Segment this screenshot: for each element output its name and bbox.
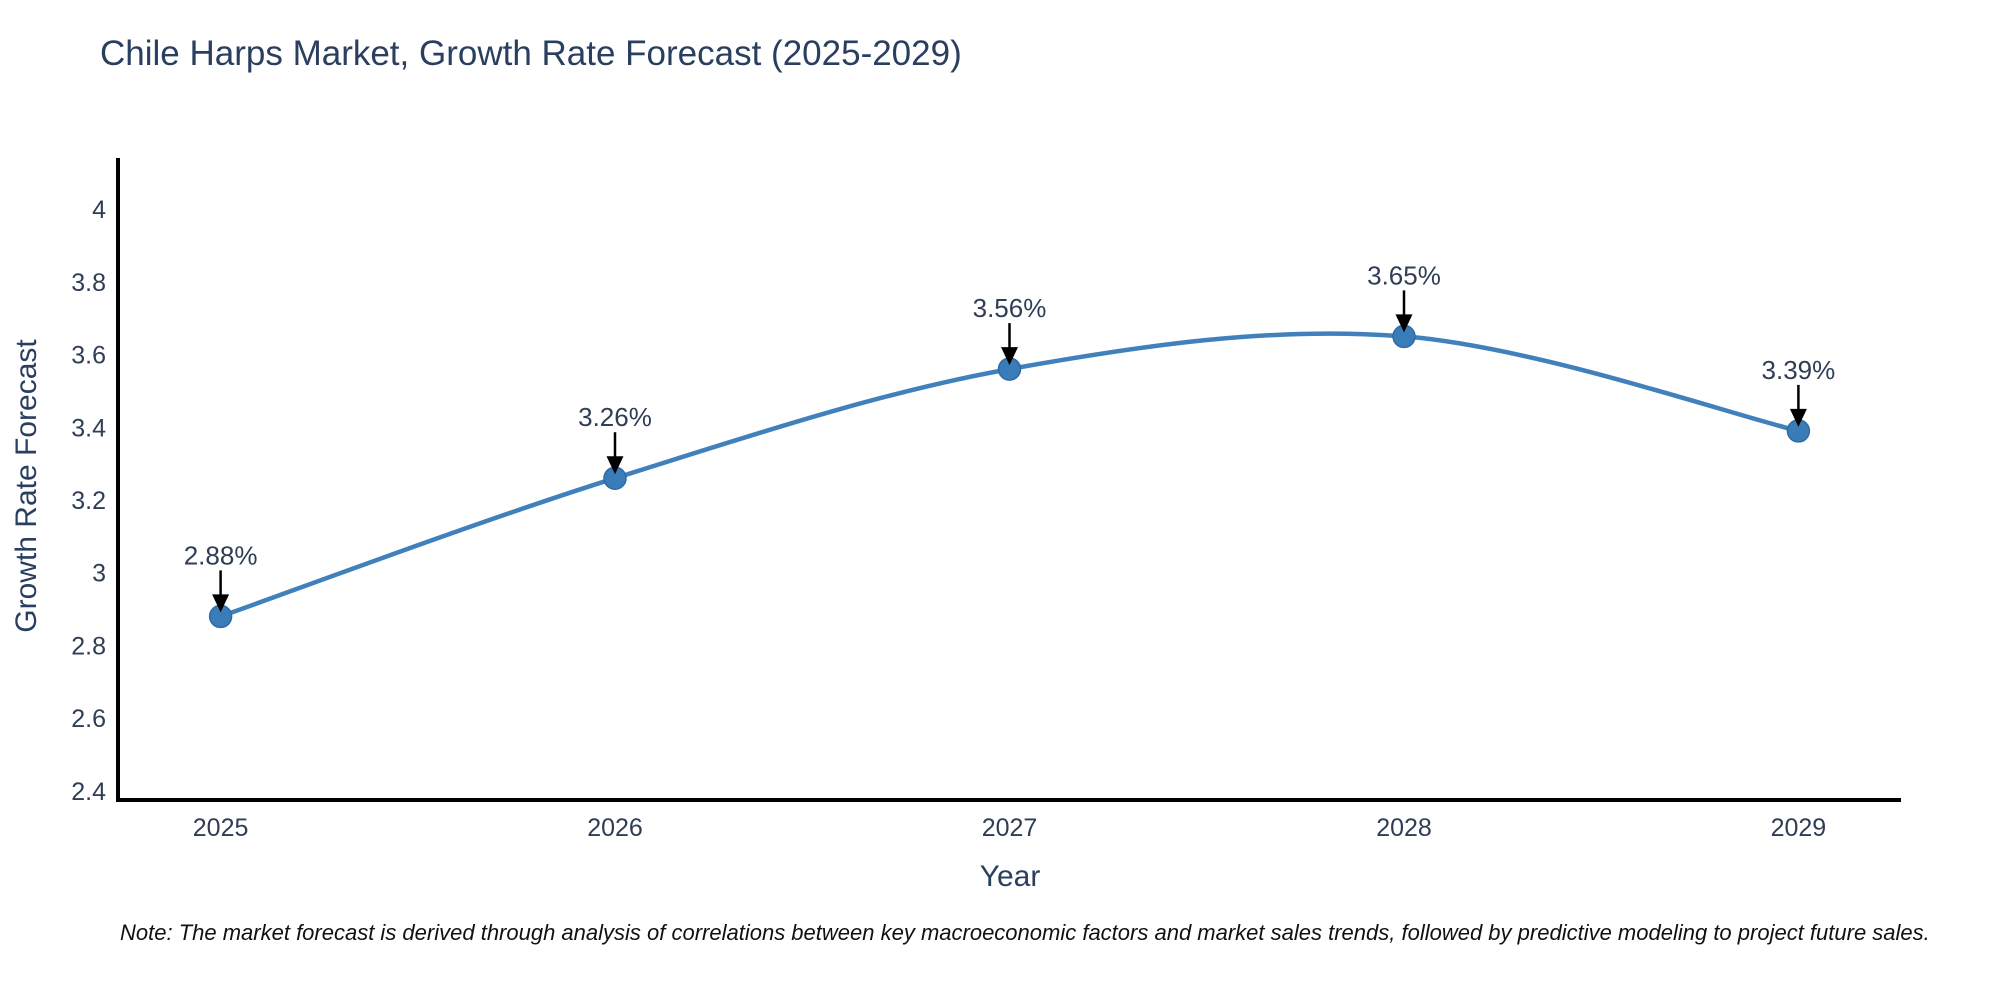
x-tick-label: 2026 [587, 814, 643, 842]
y-tick-label: 4 [92, 196, 106, 224]
y-tick-label: 3 [92, 560, 106, 588]
annotation-arrowhead [606, 456, 624, 475]
annotation-label: 3.56% [973, 293, 1047, 323]
annotation-arrowhead [1001, 347, 1018, 366]
y-axis-title: Growth Rate Forecast [10, 339, 43, 633]
footnote: Note: The market forecast is derived thr… [120, 920, 1930, 945]
y-tick-label: 3.6 [71, 342, 106, 370]
annotation-label: 2.88% [184, 540, 258, 570]
annotation-arrowhead [1789, 408, 1807, 427]
annotation-label: 3.39% [1762, 355, 1836, 385]
y-tick-label: 3.2 [71, 487, 106, 515]
annotation-arrowhead [212, 594, 230, 613]
annotation-label: 3.65% [1367, 260, 1441, 290]
y-tick-label: 2.4 [71, 778, 106, 806]
annotation-label: 3.26% [578, 402, 652, 432]
annotation-arrowhead [1395, 314, 1413, 333]
y-tick-label: 2.6 [71, 705, 106, 733]
x-tick-label: 2027 [982, 814, 1038, 842]
y-tick-label: 3.4 [71, 414, 106, 442]
x-tick-label: 2029 [1771, 814, 1827, 842]
y-tick-label: 3.8 [71, 269, 106, 297]
x-axis-title: Year [979, 860, 1041, 893]
chart-title: Chile Harps Market, Growth Rate Forecast… [100, 34, 962, 73]
y-tick-label: 2.8 [71, 633, 106, 661]
x-tick-label: 2028 [1376, 814, 1432, 842]
x-tick-label: 2025 [193, 814, 249, 842]
